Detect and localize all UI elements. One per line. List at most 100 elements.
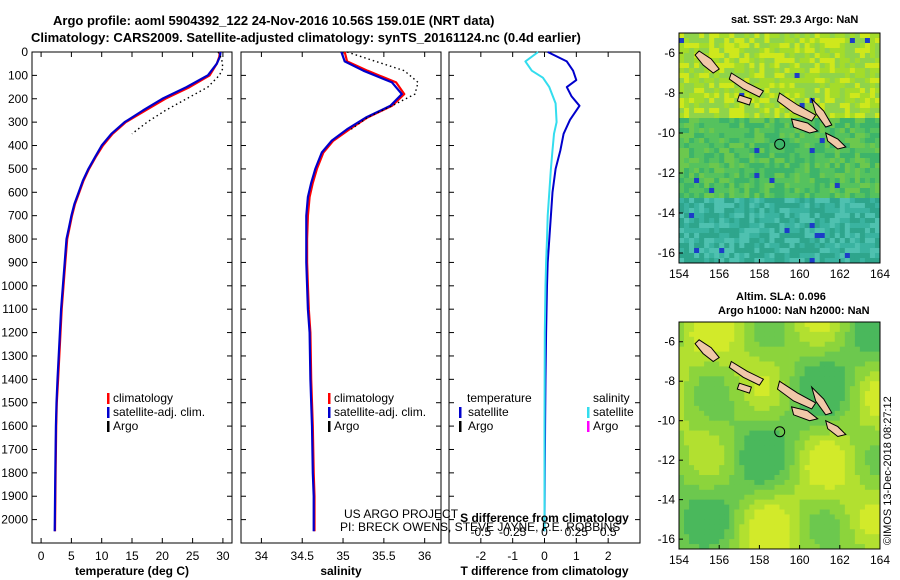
legend-swatch: [107, 421, 110, 432]
map-cell: [739, 203, 745, 209]
map-cell: [764, 494, 770, 501]
map-cell: [849, 445, 856, 451]
map-cell: [834, 88, 841, 94]
map-cell: [729, 420, 735, 427]
map-cell: [839, 371, 846, 377]
map-cell: [834, 494, 841, 501]
map-cell: [724, 499, 730, 505]
map-cell: [869, 524, 876, 530]
map-cell: [789, 223, 795, 229]
map-cell: [764, 484, 770, 491]
map-cell: [839, 460, 846, 466]
map-cell: [774, 470, 780, 476]
map-cell: [834, 386, 841, 392]
map-cell: [864, 405, 871, 412]
map-cell: [744, 396, 750, 402]
map-cell: [739, 341, 745, 348]
map-cell: [729, 163, 735, 169]
difference-chart: -2 -1 0 1 2T difference from climatology: [448, 51, 641, 578]
map-cell: [754, 519, 760, 525]
map-cell: [779, 391, 785, 397]
map-cell: [864, 435, 871, 441]
map-cell: [714, 455, 720, 461]
map-cell: [699, 253, 705, 259]
map-cell: [764, 193, 770, 199]
map-cell: [779, 48, 785, 54]
map-cell: [854, 238, 861, 244]
map-cell: [864, 138, 871, 144]
map-cell: [774, 43, 780, 49]
map-cell: [684, 113, 690, 119]
map-cell: [774, 113, 780, 119]
map-cell: [769, 440, 775, 446]
map-cell: [814, 218, 821, 224]
map-cell: [764, 128, 770, 134]
map-cell: [864, 213, 871, 219]
map-cell: [714, 474, 720, 481]
map-cell: [854, 361, 861, 367]
map-cell: [804, 88, 811, 94]
map-cell: [759, 108, 765, 114]
map-cell: [839, 123, 846, 129]
map-cell: [679, 188, 685, 194]
map-cell: [774, 173, 780, 179]
map-cell: [684, 143, 690, 149]
map-cell: [779, 356, 785, 362]
map-cell: [739, 391, 745, 397]
map-cell: [704, 128, 710, 134]
map-cell: [779, 474, 785, 481]
map-cell: [794, 68, 801, 74]
map-cell: [689, 376, 695, 382]
map-cell: [754, 326, 760, 333]
map-cell: [709, 108, 715, 114]
map-cell: [719, 386, 725, 392]
top-tick-label: -0.5: [470, 525, 491, 539]
map-cell: [709, 534, 715, 540]
map-cell: [759, 410, 765, 417]
map-cell: [829, 133, 836, 139]
map-cell: [764, 366, 770, 372]
map-cell: [819, 519, 826, 525]
map-cell: [814, 331, 821, 338]
map-cell: [839, 128, 846, 134]
map-cell: [859, 341, 866, 348]
map-cell: [829, 38, 836, 44]
map-cell: [719, 73, 725, 79]
map-cell: [779, 143, 785, 149]
map-cell: [844, 238, 851, 244]
map-cell: [689, 133, 695, 139]
map-cell: [689, 93, 695, 99]
map-cell: [684, 78, 690, 84]
map-cell: [734, 484, 740, 491]
map-cell: [679, 386, 685, 392]
map-cell: [849, 53, 856, 59]
map-cell: [739, 509, 745, 515]
map-cell: [799, 168, 806, 174]
map-cell: [704, 68, 710, 74]
map-cell: [679, 78, 685, 84]
map-cell: [854, 405, 861, 412]
map-cell: [789, 489, 795, 496]
map-cell: [789, 410, 795, 417]
map-cell: [864, 381, 871, 387]
map-cell: [779, 178, 785, 184]
map-cell: [784, 48, 790, 54]
map-cell: [679, 58, 685, 64]
map-cell: [729, 68, 735, 74]
map-cell: [814, 529, 821, 535]
map-cell: [749, 420, 755, 427]
map-cell: [784, 83, 790, 89]
map-cell: [844, 248, 851, 254]
map-cell: [834, 183, 841, 189]
map-cell: [819, 248, 826, 254]
map-cell: [759, 400, 765, 407]
map-cell: [854, 68, 861, 74]
map-cell: [854, 371, 861, 377]
map-cell: [714, 113, 720, 119]
map-cell: [774, 178, 780, 184]
map-cell: [714, 405, 720, 412]
map-cell: [679, 53, 685, 59]
map-cell: [819, 455, 826, 461]
map-cell: [704, 93, 710, 99]
